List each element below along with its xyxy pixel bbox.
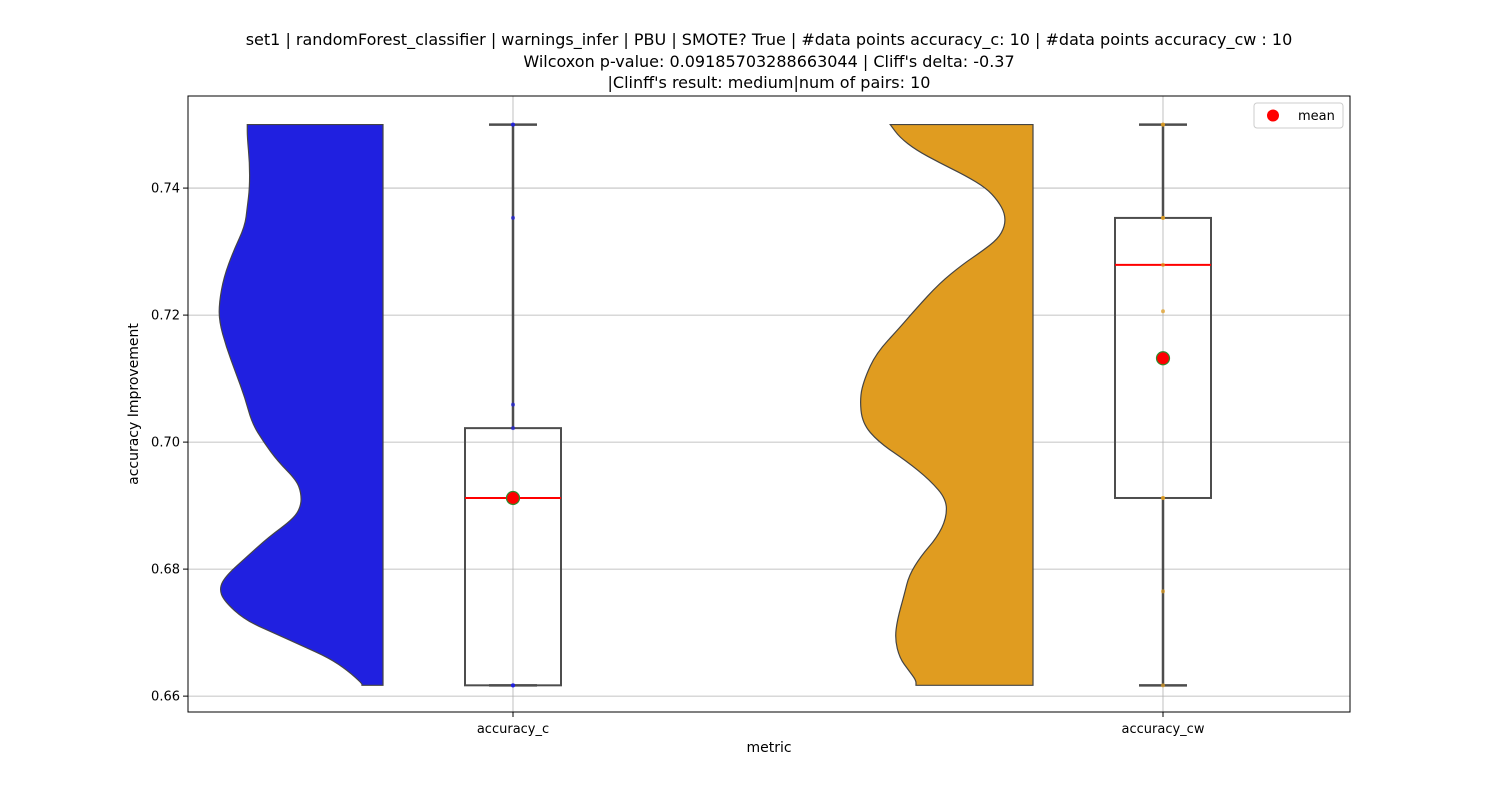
data-point <box>1161 215 1165 220</box>
legend-mean-label: mean <box>1298 109 1335 124</box>
mean-marker <box>505 490 521 506</box>
y-tick-label: 0.74 <box>151 182 180 197</box>
title-line-1: set1 | randomForest_classifier | warning… <box>245 30 1293 49</box>
data-point <box>511 683 515 688</box>
data-point <box>511 215 515 220</box>
plot-area-frame <box>187 95 1351 713</box>
legend-mean-marker <box>1267 109 1279 122</box>
data-points <box>511 122 1165 688</box>
violin-accuracy_c <box>218 123 384 686</box>
y-tick-label: 0.72 <box>151 309 180 324</box>
data-point <box>1161 589 1165 594</box>
title-line-3: |Clinff's result: medium|num of pairs: 1… <box>607 73 931 92</box>
mean-marker <box>1155 351 1171 366</box>
x-tick-label: accuracy_cw <box>1122 722 1205 737</box>
data-point <box>1161 683 1165 688</box>
title-line-2: Wilcoxon p-value: 0.09185703288663044 | … <box>523 52 1015 71</box>
data-point <box>1161 495 1165 500</box>
data-point <box>1161 122 1165 127</box>
y-tick-label: 0.68 <box>151 563 180 578</box>
y-tick-label: 0.66 <box>151 690 180 705</box>
y-axis-ticks: 0.66 0.68 0.70 0.72 0.74 <box>151 182 188 705</box>
violin-accuracy_cw <box>860 123 1034 686</box>
mean-markers <box>505 351 1171 506</box>
data-point <box>1161 262 1165 267</box>
y-axis-label: accuracy Improvement <box>126 323 142 485</box>
x-axis-ticks: accuracy_c accuracy_cw <box>477 712 1205 737</box>
data-point <box>511 122 515 127</box>
x-tick-label: accuracy_c <box>477 722 549 737</box>
data-point <box>511 426 515 431</box>
data-point <box>1161 309 1165 314</box>
legend: mean <box>1253 102 1344 129</box>
violins <box>218 123 1034 686</box>
x-axis-label: metric <box>746 740 791 756</box>
boxplots <box>464 123 1212 687</box>
legend-box <box>1253 102 1344 129</box>
y-tick-label: 0.70 <box>151 436 180 451</box>
data-point <box>511 402 515 407</box>
